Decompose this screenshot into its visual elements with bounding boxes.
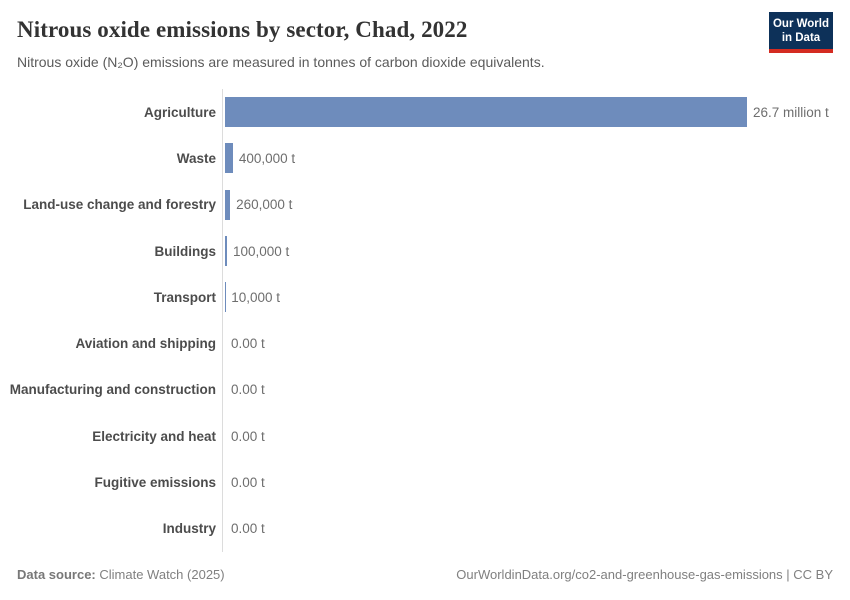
chart-row: Agriculture 26.7 million t [0,89,850,135]
value-label: 400,000 t [238,150,296,166]
category-label: Agriculture [143,104,216,120]
bar[interactable] [225,189,231,220]
chart-row: Fugitive emissions 0.00 t [0,459,850,505]
bar[interactable] [225,97,747,128]
chart-subtitle: Nitrous oxide (N₂O) emissions are measur… [17,54,545,70]
value-label: 0.00 t [231,336,265,352]
bar-zone: 0.00 t [222,329,850,359]
value-label: 260,000 t [236,197,293,213]
data-source-label: Data source: [17,567,96,582]
category-label: Buildings [154,243,217,259]
page-title: Nitrous oxide emissions by sector, Chad,… [17,17,468,42]
value-label: 10,000 t [231,289,280,305]
owid-logo[interactable]: Our World in Data [769,12,833,53]
bar-zone: 26.7 million t [222,97,850,128]
value-label: 26.7 million t [753,104,829,120]
category-label: Fugitive emissions [94,475,216,491]
bar-chart: Agriculture 26.7 million t Waste 400,000… [0,89,850,552]
category-label: Electricity and heat [92,428,216,444]
owid-logo-line1: Our World [772,18,829,30]
category-label: Transport [153,289,216,305]
category-label: Manufacturing and construction [9,382,216,398]
chart-header: Nitrous oxide emissions by sector, Chad,… [0,0,850,71]
category-label: Land-use change and forestry [23,197,216,213]
data-source-note[interactable]: Data source: Climate Watch (2025) [17,567,225,582]
chart-row: Manufacturing and construction 0.00 t [0,367,850,413]
value-label: 0.00 t [231,475,265,491]
chart-row: Buildings 100,000 t [0,228,850,274]
value-label: 0.00 t [231,521,265,537]
value-label: 100,000 t [232,243,290,259]
bar-zone: 400,000 t [222,143,850,174]
bar[interactable] [225,236,227,267]
chart-row: Transport 10,000 t [0,274,850,320]
bar[interactable] [225,143,233,174]
chart-footer: Data source: Climate Watch (2025) OurWor… [17,567,833,582]
chart-row: Aviation and shipping 0.00 t [0,320,850,366]
bar-zone: 0.00 t [222,375,850,405]
value-label: 0.00 t [231,382,265,398]
chart-row: Waste 400,000 t [0,135,850,181]
y-axis-line [222,89,223,552]
bar-zone: 0.00 t [222,421,850,451]
owid-logo-box: Our World in Data [769,12,833,49]
owid-logo-line2: in Data [781,32,821,44]
chart-row: Electricity and heat 0.00 t [0,413,850,459]
owid-logo-accent-bar [769,49,833,53]
bar-zone: 0.00 t [222,468,850,498]
category-label: Waste [176,150,216,166]
value-label: 0.00 t [231,428,265,444]
category-label: Aviation and shipping [75,336,217,352]
bar-zone: 0.00 t [222,514,850,544]
owid-url-link[interactable]: OurWorldinData.org/co2-and-greenhouse-ga… [456,567,833,582]
category-label: Industry [162,521,216,537]
chart-row: Industry 0.00 t [0,506,850,552]
chart-row: Land-use change and forestry 260,000 t [0,182,850,228]
bar-zone: 10,000 t [222,282,850,313]
bar-zone: 100,000 t [222,236,850,267]
data-source-value: Climate Watch (2025) [99,567,225,582]
bar-zone: 260,000 t [222,189,850,220]
